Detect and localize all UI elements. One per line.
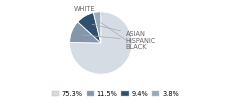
- Text: ASIAN: ASIAN: [92, 24, 146, 37]
- Text: HISPANIC: HISPANIC: [83, 35, 156, 44]
- Text: BLACK: BLACK: [100, 22, 147, 50]
- Wedge shape: [78, 13, 101, 43]
- Text: WHITE: WHITE: [74, 6, 102, 14]
- Wedge shape: [70, 22, 101, 43]
- Wedge shape: [93, 12, 101, 43]
- Wedge shape: [70, 12, 132, 74]
- Legend: 75.3%, 11.5%, 9.4%, 3.8%: 75.3%, 11.5%, 9.4%, 3.8%: [52, 91, 179, 97]
